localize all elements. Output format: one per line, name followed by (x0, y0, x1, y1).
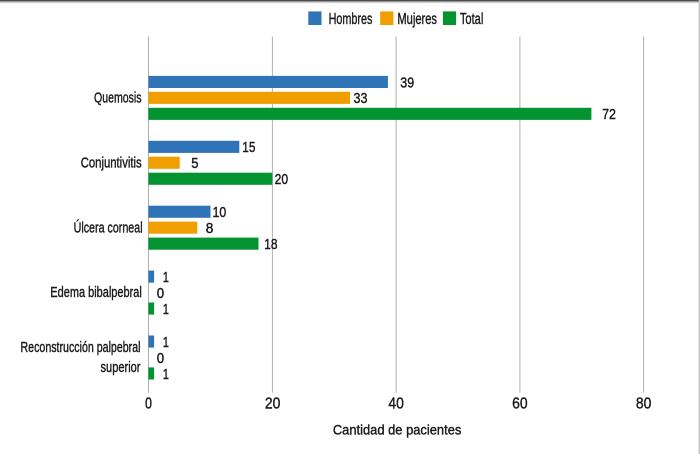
svg-text:1: 1 (163, 366, 169, 383)
svg-text:Conjuntivitis: Conjuntivitis (81, 155, 142, 171)
svg-text:superior: superior (101, 360, 141, 376)
svg-text:Reconstrucción palpebral: Reconstrucción palpebral (21, 340, 141, 356)
svg-text:80: 80 (636, 395, 652, 412)
svg-text:Úlcera corneal: Úlcera corneal (74, 219, 143, 236)
svg-text:1: 1 (163, 301, 169, 318)
svg-text:1: 1 (163, 269, 169, 286)
svg-text:0: 0 (157, 350, 164, 367)
svg-text:Hombres: Hombres (329, 11, 373, 28)
svg-text:Edema bibalpebral: Edema bibalpebral (50, 285, 142, 301)
svg-text:0: 0 (145, 395, 152, 412)
svg-text:10: 10 (213, 204, 227, 221)
svg-text:Quemosis: Quemosis (94, 91, 142, 107)
svg-text:39: 39 (400, 74, 414, 91)
svg-text:8: 8 (206, 220, 214, 237)
svg-text:15: 15 (242, 139, 255, 156)
svg-text:20: 20 (265, 395, 281, 412)
svg-text:0: 0 (157, 285, 164, 302)
svg-text:60: 60 (512, 395, 528, 412)
svg-text:Total: Total (460, 11, 483, 28)
svg-text:Mujeres: Mujeres (397, 11, 437, 28)
svg-text:Cantidad de pacientes: Cantidad de pacientes (333, 421, 462, 437)
svg-text:20: 20 (275, 171, 289, 188)
svg-text:1: 1 (163, 334, 169, 351)
svg-text:33: 33 (354, 90, 368, 107)
svg-text:72: 72 (602, 106, 616, 123)
svg-text:18: 18 (264, 236, 277, 253)
svg-text:5: 5 (191, 155, 198, 172)
svg-text:40: 40 (388, 395, 404, 412)
